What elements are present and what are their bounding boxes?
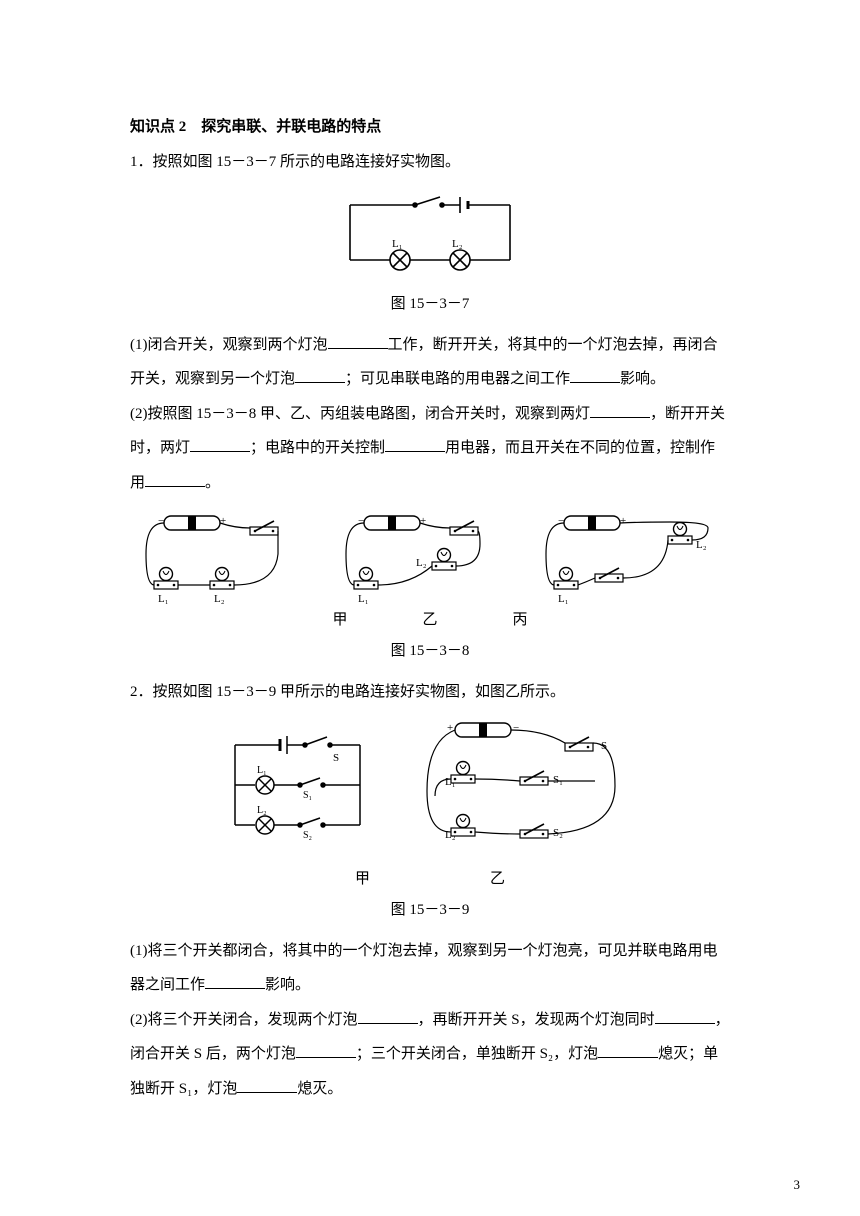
svg-text:S₁: S₁ — [553, 774, 563, 786]
blank — [296, 1042, 356, 1058]
q1-p1d: 影响。 — [620, 371, 665, 387]
blank — [570, 367, 620, 383]
blank — [358, 1008, 418, 1024]
q2-p2f: 熄灭。 — [297, 1081, 342, 1097]
figure-15-3-9-labels: 甲 乙 — [130, 867, 730, 891]
q2-p2a: (2)将三个开关闭合，发现两个灯泡 — [130, 1012, 358, 1028]
blank — [598, 1042, 658, 1058]
q2-part2: (2)将三个开关闭合，发现两个灯泡，再断开开关 S，发现两个灯泡同时，闭合开关 … — [130, 1003, 730, 1107]
svg-text:L₁: L₁ — [257, 765, 267, 776]
q2-p1b: 影响。 — [265, 977, 310, 993]
blank — [145, 471, 205, 487]
svg-text:−: − — [158, 515, 164, 527]
figure-15-3-8-labels: 甲 乙 丙 — [130, 608, 730, 632]
q1-p2a: (2)按照图 15－3－8 甲、乙、丙组装电路图，闭合开关时，观察到两灯 — [130, 406, 590, 422]
svg-text:L₁: L₁ — [445, 776, 456, 788]
page-number: 3 — [794, 1170, 801, 1200]
svg-text:S: S — [333, 752, 339, 764]
figure-15-3-9-caption: 图 15－3－9 — [130, 893, 730, 928]
section-heading: 知识点 2 探究串联、并联电路的特点 — [130, 110, 730, 145]
q1-part2: (2)按照图 15－3－8 甲、乙、丙组装电路图，闭合开关时，观察到两灯，断开开… — [130, 397, 730, 501]
svg-text:L₁: L₁ — [358, 593, 369, 605]
q1-p1c: ；可见串联电路的用电器之间工作 — [345, 371, 570, 387]
blank — [190, 436, 250, 452]
q2-part1: (1)将三个开关都闭合，将其中的一个灯泡去掉，观察到另一个灯泡亮，可见并联电路用… — [130, 934, 730, 1003]
blank — [328, 333, 388, 349]
q1-part1: (1)闭合开关，观察到两个灯泡工作，断开开关，将其中的一个灯泡去掉，再闭合开关，… — [130, 328, 730, 397]
svg-text:−: − — [513, 722, 519, 734]
blank — [237, 1077, 297, 1093]
svg-text:L₂: L₂ — [445, 829, 456, 841]
figure-15-3-7-caption: 图 15－3－7 — [130, 287, 730, 322]
svg-text:L₂: L₂ — [696, 539, 707, 551]
blank — [655, 1008, 715, 1024]
figure-15-3-8-caption: 图 15－3－8 — [130, 634, 730, 669]
svg-text:S₁: S₁ — [303, 790, 312, 801]
figure-15-3-9: S L₁ S₁ L₂ — [130, 715, 730, 865]
svg-text:L₂: L₂ — [257, 805, 267, 816]
svg-text:−: − — [558, 515, 564, 527]
q2-stem: 2．按照如图 15－3－9 甲所示的电路连接好实物图，如图乙所示。 — [130, 675, 730, 710]
q1-p2c: ；电路中的开关控制 — [250, 440, 385, 456]
q1-p1a: (1)闭合开关，观察到两个灯泡 — [130, 337, 328, 353]
blank — [295, 367, 345, 383]
blank — [385, 436, 445, 452]
svg-text:L₂: L₂ — [416, 557, 427, 569]
q2-p2b: ，再断开开关 S，发现两个灯泡同时 — [418, 1012, 655, 1028]
q1-p2e: 。 — [205, 475, 220, 491]
q2-p2d: ；三个开关闭合，单独断开 S₂，灯泡 — [356, 1046, 598, 1062]
q1-stem: 1．按照如图 15－3－7 所示的电路连接好实物图。 — [130, 145, 730, 180]
svg-text:L₂: L₂ — [452, 238, 463, 250]
svg-text:S₂: S₂ — [303, 830, 312, 841]
blank — [590, 402, 650, 418]
svg-text:+: + — [620, 515, 626, 527]
svg-text:L₁: L₁ — [158, 593, 169, 605]
svg-text:−: − — [358, 515, 364, 527]
figure-15-3-8: − + L₁ L₂ − + — [130, 506, 730, 606]
svg-text:L₁: L₁ — [558, 593, 569, 605]
svg-text:L₂: L₂ — [214, 593, 225, 605]
svg-text:L₁: L₁ — [392, 238, 403, 250]
blank — [205, 973, 265, 989]
figure-15-3-7: L₁ L₂ — [130, 185, 730, 285]
